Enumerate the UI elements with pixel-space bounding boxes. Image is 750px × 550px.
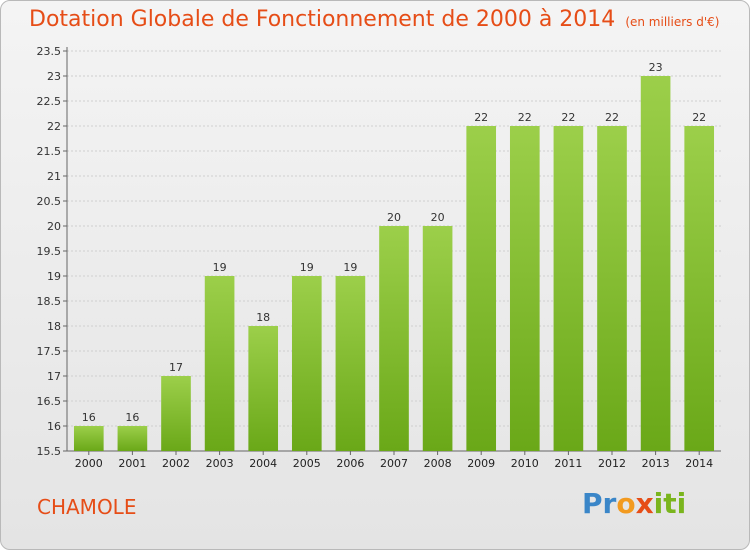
bar-value-label-2003: 19 [213, 261, 227, 274]
bar-value-label-2004: 18 [256, 311, 270, 324]
proxiti-logo: Proxiti [582, 487, 686, 520]
x-tick-label-2007: 2007 [380, 457, 408, 470]
bar-value-label-2000: 16 [82, 411, 96, 424]
x-tick-label-2001: 2001 [118, 457, 146, 470]
bar-value-label-2007: 20 [387, 211, 401, 224]
bar-2005 [291, 276, 322, 451]
bar-2001 [117, 426, 148, 451]
y-tick-label: 22.5 [37, 95, 62, 108]
x-tick-label-2010: 2010 [511, 457, 539, 470]
bar-value-label-2001: 16 [125, 411, 139, 424]
bar-value-label-2002: 17 [169, 361, 183, 374]
y-tick-label: 21 [47, 170, 61, 183]
bar-2013 [640, 76, 671, 451]
x-tick-label-2005: 2005 [293, 457, 321, 470]
y-tick-label: 20 [47, 220, 61, 233]
bar-value-label-2014: 22 [692, 111, 706, 124]
logo-letter: P [582, 487, 603, 520]
x-tick-label-2013: 2013 [642, 457, 670, 470]
axes: 15.5 16 16.5 17 17.5 18 18.5 19 19.5 20 20.5 21 21.5… [37, 45, 721, 470]
data-labels: 16 16 17 19 18 19 19 20 20 22 22 22 22 23 22 [82, 61, 706, 424]
y-tick-label: 23.5 [37, 45, 62, 58]
x-tick-label-2002: 2002 [162, 457, 190, 470]
bar-2000 [73, 426, 104, 451]
bar-2009 [466, 126, 497, 451]
x-tick-label-2006: 2006 [336, 457, 364, 470]
y-tick-label: 17.5 [37, 345, 62, 358]
logo-letter: o [616, 487, 636, 520]
bars [73, 76, 715, 451]
bar-2014 [684, 126, 715, 451]
y-tick-label: 15.5 [37, 445, 62, 458]
x-tick-label-2003: 2003 [206, 457, 234, 470]
x-tick-label-2004: 2004 [249, 457, 277, 470]
bar-2012 [597, 126, 627, 451]
bar-2006 [335, 276, 366, 451]
y-tick-label: 19.5 [37, 245, 62, 258]
bar-value-label-2005: 19 [300, 261, 314, 274]
x-tick-label-2008: 2008 [424, 457, 452, 470]
logo-letter: i [653, 487, 664, 520]
y-tick-label: 18.5 [37, 295, 62, 308]
y-tick-label: 18 [47, 320, 61, 333]
x-tick-label-2000: 2000 [75, 457, 103, 470]
y-tick-label: 16.5 [37, 395, 62, 408]
bar-2002 [161, 376, 191, 451]
chart-title: Dotation Globale de Fonctionnement de 20… [29, 7, 719, 32]
x-tick-label-2011: 2011 [554, 457, 582, 470]
y-tick-label: 19 [47, 270, 61, 283]
chart-unit: (en milliers d'€) [625, 15, 720, 29]
bar-value-label-2006: 19 [343, 261, 357, 274]
bar-value-label-2012: 22 [605, 111, 619, 124]
y-tick-label: 22 [47, 120, 61, 133]
logo-letter: t [663, 487, 677, 520]
y-tick-label: 17 [47, 370, 61, 383]
bar-2004 [248, 326, 279, 451]
chart-title-text: Dotation Globale de Fonctionnement de 20… [29, 7, 616, 32]
bar-2010 [509, 126, 540, 451]
bar-value-label-2013: 23 [649, 61, 663, 74]
bar-2007 [379, 226, 409, 451]
y-tick-label: 20.5 [37, 195, 62, 208]
logo-letter: x [635, 487, 654, 520]
logo-letter: i [676, 487, 687, 520]
commune-name: CHAMOLE [37, 495, 137, 519]
bar-2011 [553, 126, 584, 451]
bar-value-label-2011: 22 [561, 111, 575, 124]
x-tick-label-2009: 2009 [467, 457, 495, 470]
bar-2008 [422, 226, 453, 451]
bar-2003 [204, 276, 235, 451]
y-tick-label: 21.5 [37, 145, 62, 158]
logo-letter: r [602, 487, 617, 520]
y-tick-label: 23 [47, 70, 61, 83]
bar-value-label-2008: 20 [431, 211, 445, 224]
x-tick-label-2014: 2014 [685, 457, 713, 470]
bar-value-label-2010: 22 [518, 111, 532, 124]
x-tick-label-2012: 2012 [598, 457, 626, 470]
bar-value-label-2009: 22 [474, 111, 488, 124]
y-tick-label: 16 [47, 420, 61, 433]
